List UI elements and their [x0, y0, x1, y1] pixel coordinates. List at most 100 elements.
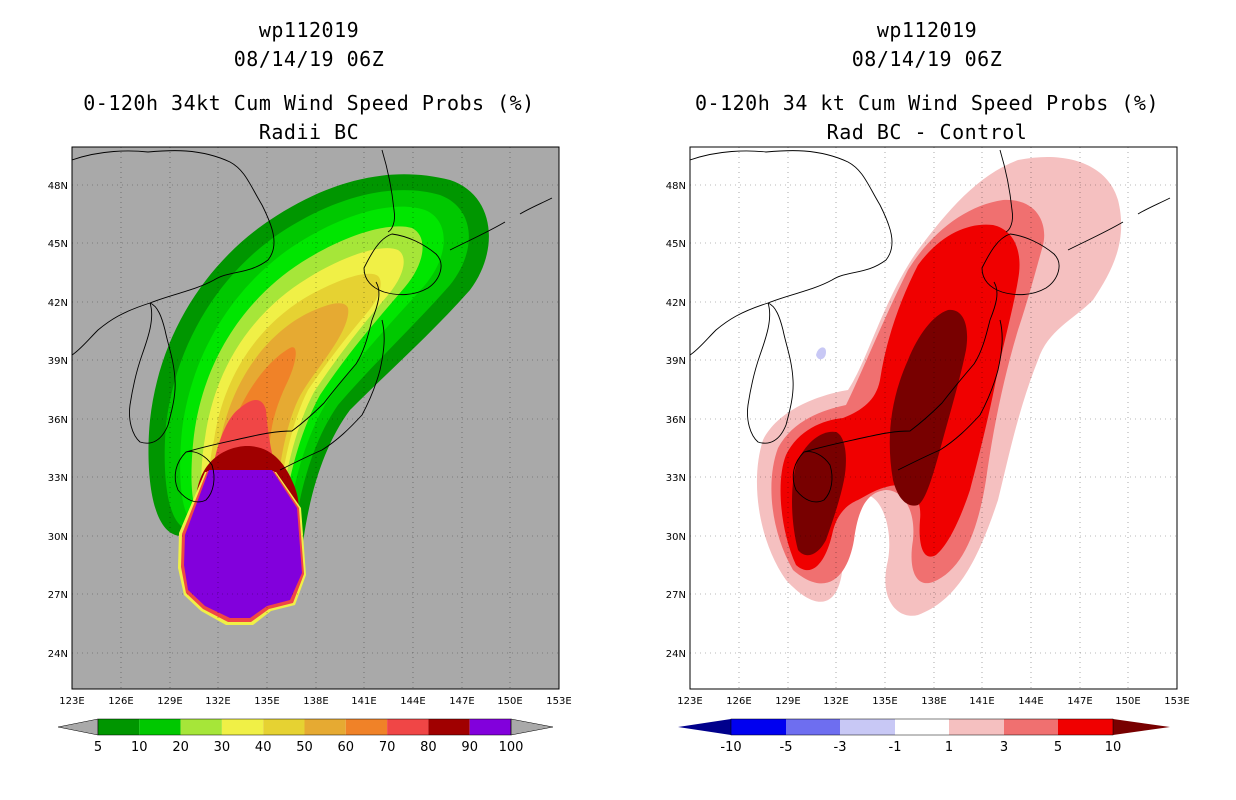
right-map-frame — [689, 146, 1178, 690]
lat-label: 45N — [48, 239, 68, 250]
colorbar-swatch — [949, 719, 1004, 735]
coastline-mainland-asia — [690, 150, 893, 356]
lat-label: 27N — [48, 590, 68, 601]
right-lat-labels: 48N 45N 42N 39N 36N 33N 30N 27N 24N — [666, 181, 686, 660]
left-colorbar: 5 10 20 30 40 50 60 70 80 90 100 — [57, 718, 554, 755]
left-lon-labels: 123E 126E 129E 132E 135E 138E 141E 144E … — [59, 696, 571, 707]
lon-label: 144E — [1018, 696, 1043, 707]
lon-label: 138E — [921, 696, 946, 707]
coastline-japan-pacific — [897, 319, 1003, 471]
right-lon-labels: 123E 126E 129E 132E 135E 138E 141E 144E … — [677, 696, 1189, 707]
lat-label: 45N — [666, 239, 686, 250]
coastline-sakhalin — [999, 149, 1013, 233]
lon-label: 135E — [872, 696, 897, 707]
colorbar-swatch — [1004, 719, 1058, 735]
colorbar-label: 100 — [499, 740, 524, 755]
colorbar-label: 5 — [94, 740, 102, 755]
lon-label: 123E — [59, 696, 84, 707]
coastline-kyushu — [792, 451, 833, 503]
right-coastlines — [690, 149, 1171, 503]
lon-label: 141E — [969, 696, 994, 707]
colorbar-swatch — [387, 719, 429, 735]
colorbar-swatch — [1058, 719, 1113, 735]
colorbar-label: 5 — [1054, 740, 1062, 755]
colorbar-label: 50 — [296, 740, 313, 755]
colorbar-label: 70 — [379, 740, 396, 755]
lat-label: 39N — [666, 356, 686, 367]
colorbar-label: 20 — [172, 740, 189, 755]
lon-label: 132E — [823, 696, 848, 707]
lat-label: 30N — [666, 532, 686, 543]
left-forecast-date: 08/14/19 06Z — [233, 47, 385, 71]
right-map-figure: 48N 45N 42N 39N 36N 33N 30N 27N 24N 123E… — [666, 146, 1190, 755]
right-difference-contours — [756, 156, 1122, 616]
lon-label: 147E — [449, 696, 474, 707]
colorbar-label: 80 — [420, 740, 437, 755]
lat-label: 36N — [666, 415, 686, 426]
coastline-japan-honshu — [803, 281, 998, 453]
coastline-korea — [129, 302, 176, 444]
lon-label: 126E — [726, 696, 751, 707]
colorbar-label: -3 — [834, 740, 847, 755]
lon-label: 153E — [546, 696, 571, 707]
colorbar-label: 3 — [1000, 740, 1008, 755]
colorbar-swatch — [139, 719, 181, 735]
coastline-kyushu — [174, 451, 215, 503]
coastline-mainland-asia — [72, 150, 275, 356]
colorbar-label: 1 — [945, 740, 953, 755]
right-forecast-date: 08/14/19 06Z — [851, 47, 1003, 71]
lat-label: 27N — [666, 590, 686, 601]
colorbar-swatch — [263, 719, 305, 735]
colorbar-swatch — [98, 719, 140, 735]
left-product-subtitle: Radii BC — [258, 120, 360, 144]
left-coastlines — [72, 149, 553, 503]
coastline-japan-honshu — [185, 281, 380, 453]
colorbar-swatch — [840, 719, 895, 735]
colorbar-label: 90 — [461, 740, 478, 755]
lon-label: 129E — [157, 696, 182, 707]
left-lat-labels: 48N 45N 42N 39N 36N 33N 30N 27N 24N — [48, 181, 68, 660]
lat-label: 42N — [48, 298, 68, 309]
colorbar-label: 10 — [131, 740, 148, 755]
lon-label: 147E — [1067, 696, 1092, 707]
lat-label: 42N — [666, 298, 686, 309]
colorbar-underflow-arrow — [678, 719, 731, 735]
right-product-subtitle: Rad BC - Control — [826, 120, 1028, 144]
coastline-kurils — [449, 197, 553, 251]
right-storm-id: wp112019 — [876, 18, 978, 42]
colorbar-label: 10 — [1105, 740, 1122, 755]
colorbar-label: -5 — [780, 740, 793, 755]
right-product-title: 0-120h 34 kt Cum Wind Speed Probs (%) — [694, 91, 1160, 115]
left-map-figure: 48N 45N 42N 39N 36N 33N 30N 27N 24N 123E… — [48, 146, 572, 755]
coastline-hokkaido — [363, 233, 442, 296]
lon-label: 144E — [400, 696, 425, 707]
right-colorbar: -10 -5 -3 -1 1 3 5 10 — [678, 718, 1170, 755]
coastline-korea — [747, 302, 794, 444]
right-map-panel: wp112019 08/14/19 06Z 0-120h 34 kt Cum W… — [618, 0, 1236, 800]
lon-label: 126E — [108, 696, 133, 707]
lon-label: 123E — [677, 696, 702, 707]
lon-label: 141E — [351, 696, 376, 707]
colorbar-underflow-arrow — [57, 718, 99, 736]
diff-contour-10-east — [889, 309, 968, 506]
colorbar-label: 40 — [255, 740, 272, 755]
lat-label: 33N — [666, 473, 686, 484]
coastline-japan-pacific — [279, 319, 385, 471]
right-gridlines — [690, 147, 1177, 689]
lat-label: 24N — [48, 649, 68, 660]
colorbar-swatch — [469, 719, 511, 735]
lat-label: 36N — [48, 415, 68, 426]
coastline-sakhalin — [381, 149, 395, 233]
lat-label: 24N — [666, 649, 686, 660]
lon-label: 150E — [497, 696, 522, 707]
colorbar-overflow-arrow — [1113, 719, 1170, 735]
lon-label: 138E — [303, 696, 328, 707]
lon-label: 150E — [1115, 696, 1140, 707]
contour-100pct — [184, 470, 302, 618]
lon-label: 135E — [254, 696, 279, 707]
diff-contour-neg-1 — [816, 347, 826, 360]
lon-label: 129E — [775, 696, 800, 707]
lon-label: 153E — [1164, 696, 1189, 707]
colorbar-swatch — [345, 719, 388, 735]
left-probability-contours — [148, 174, 489, 625]
